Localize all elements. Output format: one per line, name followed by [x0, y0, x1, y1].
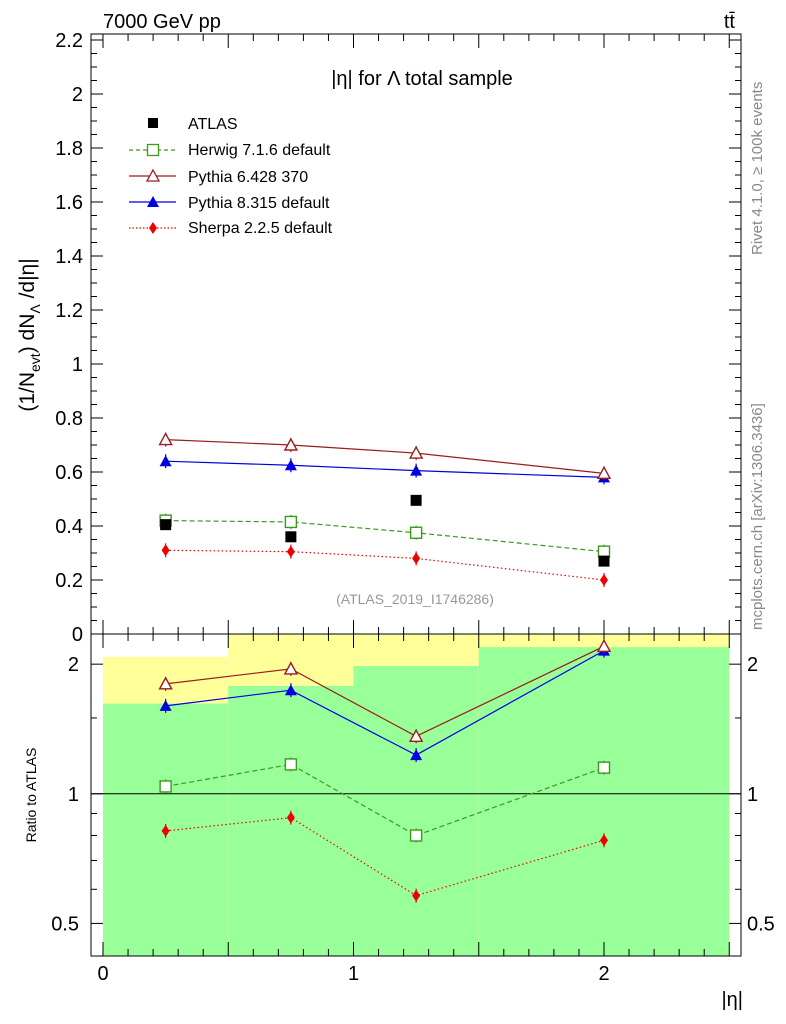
- main-line-pythia8: [165, 460, 605, 478]
- legend-entry-sherpa: Sherpa 2.2.5 default: [129, 220, 333, 237]
- main-ytick-label-3: 0.6: [55, 462, 83, 484]
- legend-marker-atlas: [148, 118, 158, 128]
- energy-label: 7000 GeV pp: [103, 11, 221, 33]
- legend-entry-pythia8: Pythia 8.315 default: [129, 195, 330, 212]
- main-line-herwig: [165, 520, 605, 553]
- main-point-pythia8-0: [159, 455, 172, 467]
- green-band-bin-3: [478, 647, 730, 956]
- main-ytick-label-4: 0.8: [55, 408, 83, 430]
- main-point-pythia6-2: [408, 445, 424, 459]
- ylabel-part-c: ) dN: [16, 314, 39, 354]
- legend: ATLAS Herwig 7.1.6 default Pythia 6.428 …: [129, 116, 333, 237]
- main-point-atlas-3: [598, 555, 610, 567]
- ratio-point-sherpa-0: [161, 824, 170, 837]
- legend-entry-atlas: ATLAS: [148, 116, 238, 133]
- main-ytick-label-0: 0: [72, 624, 83, 646]
- ratio-point-herwig-2: [409, 829, 423, 842]
- main-point-sherpa-3: [600, 574, 608, 586]
- ratio-point-pythia8-0: [159, 699, 172, 711]
- ratio-point-pythia6-3: [596, 638, 612, 653]
- mcplots-label: mcplots.cern.ch [arXiv:1306.3436]: [749, 403, 766, 630]
- main-point-pythia8-2: [410, 464, 423, 476]
- analysis-tag: (ATLAS_2019_I1746286): [336, 591, 494, 607]
- main-point-herwig-3: [597, 545, 611, 558]
- main-ytick-label-8: 1.6: [55, 192, 83, 214]
- ylabel-part-b: evt: [27, 353, 43, 372]
- legend-marker-herwig: [146, 143, 160, 157]
- x-axis-label: |η|: [721, 989, 743, 1011]
- legend-label-herwig: Herwig 7.1.6 default: [188, 142, 331, 159]
- ratio-xtick-label-1: 1: [348, 963, 359, 985]
- ratio-line-herwig: [165, 763, 605, 837]
- main-series-group: [158, 432, 612, 587]
- main-ytick-label-7: 1.4: [55, 246, 83, 268]
- main-point-atlas-1: [285, 531, 297, 543]
- main-ytick-label-2: 0.4: [55, 516, 83, 538]
- ratio-ytick-label-right-1: 1: [747, 784, 758, 806]
- ratio-point-pythia6-0: [158, 676, 173, 690]
- ratio-ytick-label-left-2: 2: [68, 654, 79, 676]
- ratio-point-pythia6-1: [283, 661, 299, 675]
- legend-marker-sherpa: [149, 222, 157, 234]
- legend-marker-pythia8: [147, 196, 159, 207]
- rivet-version-label: Rivet 4.1.0, ≥ 100k events: [749, 82, 766, 255]
- main-ytick-label-11: 2.2: [55, 30, 83, 52]
- ratio-point-sherpa-1: [286, 811, 295, 824]
- ratio-xtick-label-2: 2: [598, 963, 609, 985]
- ylabel-part-e: /d|η|: [16, 258, 39, 304]
- ratio-ytick-label-left-1: 1: [68, 784, 79, 806]
- ratio-point-herwig-3: [597, 761, 611, 774]
- main-line-pythia6: [165, 439, 605, 474]
- axis-ticks: 0 0.2 0.4 0.6 0.8 1 1.2 1.4 1.6 1.8 2 2.2 0 1 2 0.5 0.5 1…: [51, 30, 775, 985]
- ratio-ytick-label-right-0: 0.5: [747, 913, 775, 935]
- ylabel-part-a: (1/N: [16, 372, 39, 412]
- ratio-xtick-label-0: 0: [97, 963, 108, 985]
- process-label: tt̄: [724, 11, 736, 33]
- main-ytick-label-6: 1.2: [55, 300, 83, 322]
- main-y-axis-label: (1/Nevt) dNΛ /d|η|: [16, 258, 43, 411]
- legend-label-sherpa: Sherpa 2.2.5 default: [188, 220, 333, 237]
- ylabel-part-d: Λ: [27, 304, 43, 314]
- legend-label-atlas: ATLAS: [188, 116, 238, 133]
- main-ytick-label-10: 2: [72, 84, 83, 106]
- main-point-pythia6-3: [596, 465, 612, 480]
- ratio-point-herwig-0: [159, 780, 172, 793]
- legend-entry-herwig: Herwig 7.1.6 default: [129, 142, 331, 159]
- ratio-line-pythia6: [165, 645, 605, 737]
- main-point-herwig-1: [284, 515, 298, 529]
- main-point-herwig-2: [409, 526, 423, 539]
- main-ytick-label-5: 1: [72, 354, 83, 376]
- main-point-atlas-0: [160, 519, 172, 531]
- legend-label-pythia6: Pythia 6.428 370: [188, 169, 308, 186]
- ratio-point-pythia8-1: [284, 684, 297, 696]
- ratio-point-pythia8-2: [410, 749, 423, 761]
- main-point-sherpa-2: [412, 552, 421, 565]
- main-line-sherpa: [165, 549, 605, 581]
- ratio-point-herwig-1: [284, 758, 298, 771]
- ratio-ytick-label-left-0: 0.5: [51, 913, 79, 935]
- main-ytick-label-1: 0.2: [55, 570, 83, 592]
- legend-marker-pythia6: [145, 168, 161, 182]
- main-point-pythia8-1: [284, 459, 297, 471]
- main-point-sherpa-0: [161, 544, 170, 557]
- ratio-point-sherpa-2: [412, 889, 421, 902]
- ratio-series-group: [158, 638, 612, 903]
- legend-entry-pythia6: Pythia 6.428 370: [129, 168, 308, 186]
- ratio-y-axis-label: Ratio to ATLAS: [23, 748, 39, 843]
- main-point-pythia6-0: [158, 432, 173, 446]
- legend-label-pythia8: Pythia 8.315 default: [188, 195, 330, 212]
- main-point-sherpa-1: [286, 545, 295, 558]
- main-point-atlas-2: [410, 494, 422, 506]
- ratio-bands: [91, 634, 741, 956]
- ratio-line-pythia8: [165, 650, 605, 756]
- main-point-pythia6-1: [283, 437, 299, 451]
- ratio-plot-frame: [90, 633, 742, 957]
- ratio-point-sherpa-3: [600, 834, 608, 847]
- ratio-point-pythia6-2: [408, 728, 424, 742]
- plot-title: |η| for Λ total sample: [331, 68, 513, 90]
- main-ytick-label-9: 1.8: [55, 138, 83, 160]
- ratio-ytick-label-right-2: 2: [747, 654, 758, 676]
